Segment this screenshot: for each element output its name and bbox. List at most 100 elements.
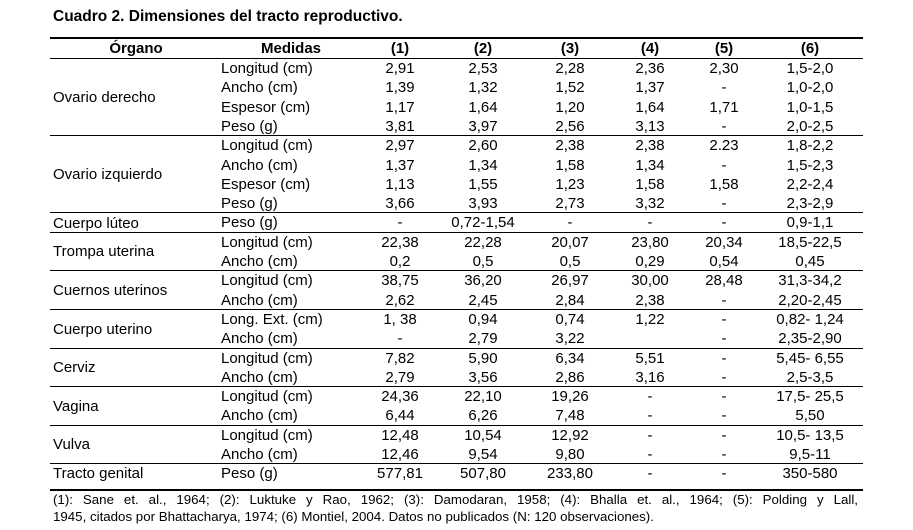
- value-cell-col-5: -: [721, 426, 727, 444]
- value-cell-col-3: 1,58: [555, 156, 585, 174]
- value-cell-col-4: 2,38: [635, 137, 665, 155]
- value-cell-col-1: 0,2: [389, 253, 411, 270]
- value-cell-col-6: 0,45: [795, 253, 825, 270]
- table-footnote: (1): Sane et. al., 1964; (2): Luktuke y …: [53, 491, 858, 525]
- value-cell-col-6: 1,0-2,0: [786, 79, 834, 97]
- header-col-5: (5): [714, 40, 734, 57]
- value-cell-col-5: 28,48: [705, 272, 743, 290]
- value-cell-col-6: 1,8-2,2: [786, 137, 834, 155]
- value-cell-col-3: 1,20: [555, 98, 585, 116]
- measure-label: Longitud (cm): [221, 388, 313, 406]
- value-cell-col-1: 38,75: [381, 272, 419, 290]
- header-col-4: (4): [640, 40, 660, 57]
- value-cell-col-4: -: [647, 388, 653, 406]
- value-cell-col-4: 1,22: [635, 310, 665, 328]
- value-cell-col-5: -: [721, 117, 727, 135]
- value-cell-col-5: -: [721, 446, 727, 463]
- group-separator: [50, 270, 863, 272]
- value-cell-col-4: 30,00: [631, 272, 669, 290]
- value-cell-col-5: -: [721, 407, 727, 425]
- header-measure: Medidas: [260, 40, 321, 57]
- value-cell-col-5: -: [721, 310, 727, 328]
- value-cell-col-5: -: [721, 349, 727, 367]
- measure-label: Longitud (cm): [221, 137, 313, 155]
- value-cell-col-4: 3,13: [635, 117, 665, 135]
- group-separator: [50, 231, 863, 233]
- value-cell-col-1: 1,13: [385, 175, 415, 193]
- value-cell-col-2: 22,10: [464, 388, 502, 406]
- value-cell-col-6: 17,5- 25,5: [776, 388, 844, 406]
- table-header: Órgano Medidas (1) (2) (3) (4) (5) (6): [50, 39, 863, 58]
- measure-label: Ancho (cm): [221, 407, 298, 425]
- value-cell-col-6: 2,35-2,90: [778, 330, 842, 348]
- group-separator: [50, 386, 863, 388]
- value-cell-col-3: 2,56: [555, 117, 585, 135]
- value-cell-col-1: 1, 38: [383, 310, 417, 328]
- value-cell-col-1: 12,48: [381, 426, 419, 444]
- value-cell-col-4: 0,29: [635, 253, 665, 270]
- value-cell-col-5: -: [721, 330, 727, 348]
- value-cell-col-1: 2,97: [385, 137, 415, 155]
- organ-label: Cuerpo uterino: [53, 320, 153, 338]
- value-cell-col-2: 10,54: [464, 426, 502, 444]
- value-cell-col-3: 2,28: [555, 60, 585, 77]
- value-cell-col-5: -: [721, 291, 727, 309]
- measure-label: Longitud (cm): [221, 233, 313, 251]
- value-cell-col-1: 7,82: [385, 349, 415, 367]
- value-cell-col-1: 6,44: [385, 407, 415, 425]
- value-cell-col-3: 19,26: [551, 388, 589, 406]
- value-cell-col-6: 0,9-1,1: [786, 214, 834, 232]
- value-cell-col-3: 2,86: [555, 368, 585, 386]
- value-cell-col-2: 1,64: [468, 98, 498, 116]
- measure-label: Peso (g): [221, 195, 278, 213]
- value-cell-col-2: 3,56: [468, 368, 498, 386]
- value-cell-col-3: 1,52: [555, 79, 585, 97]
- value-cell-col-4: 2,36: [635, 60, 665, 77]
- value-cell-col-4: -: [647, 446, 653, 463]
- value-cell-col-6: 31,3-34,2: [778, 272, 842, 290]
- organ-label: Trompa uterina: [53, 243, 155, 261]
- organ-label: Ovario derecho: [53, 89, 156, 107]
- value-cell-col-2: 0,5: [472, 253, 494, 270]
- measure-label: Espesor (cm): [221, 175, 311, 193]
- value-cell-col-4: -: [647, 465, 653, 483]
- value-cell-col-4: 1,64: [635, 98, 665, 116]
- value-cell-col-2: 1,32: [468, 79, 498, 97]
- header-col-6: (6): [800, 40, 820, 57]
- value-cell-col-1: 1,39: [385, 79, 415, 97]
- header-col-3: (3): [560, 40, 580, 57]
- value-cell-col-2: 3,97: [468, 117, 498, 135]
- header-organ: Órgano: [109, 40, 163, 57]
- value-cell-col-5: 0,54: [709, 253, 739, 270]
- value-cell-col-5: 1,58: [709, 175, 739, 193]
- value-cell-col-1: 2,62: [385, 291, 415, 309]
- value-cell-col-1: -: [397, 214, 403, 232]
- organ-label: Tracto genital: [53, 465, 144, 483]
- value-cell-col-1: 1,17: [385, 98, 415, 116]
- value-cell-col-3: 26,97: [551, 272, 589, 290]
- value-cell-col-6: 1,5-2,3: [786, 156, 834, 174]
- header-col-1: (1): [390, 40, 410, 57]
- value-cell-col-3: 20,07: [551, 233, 589, 251]
- value-cell-col-5: 1,71: [709, 98, 739, 116]
- value-cell-col-4: 1,37: [635, 79, 665, 97]
- value-cell-col-4: -: [647, 426, 653, 444]
- measure-label: Peso (g): [221, 214, 278, 232]
- value-cell-col-6: 10,5- 13,5: [776, 426, 844, 444]
- value-cell-col-5: -: [721, 156, 727, 174]
- measure-label: Longitud (cm): [221, 426, 313, 444]
- value-cell-col-5: -: [721, 195, 727, 213]
- value-cell-col-2: 1,55: [468, 175, 498, 193]
- organ-label: Cuernos uterinos: [53, 282, 168, 300]
- table-header-rule: [50, 58, 863, 59]
- value-cell-col-6: 1,0-1,5: [786, 98, 834, 116]
- value-cell-col-1: 2,91: [385, 60, 415, 77]
- value-cell-col-6: 2,5-3,5: [786, 368, 834, 386]
- value-cell-col-4: 3,32: [635, 195, 665, 213]
- value-cell-col-3: 1,23: [555, 175, 585, 193]
- measure-label: Ancho (cm): [221, 446, 298, 463]
- value-cell-col-4: 23,80: [631, 233, 669, 251]
- value-cell-col-6: 2,0-2,5: [786, 117, 834, 135]
- value-cell-col-4: -: [647, 407, 653, 425]
- value-cell-col-3: 2,73: [555, 195, 585, 213]
